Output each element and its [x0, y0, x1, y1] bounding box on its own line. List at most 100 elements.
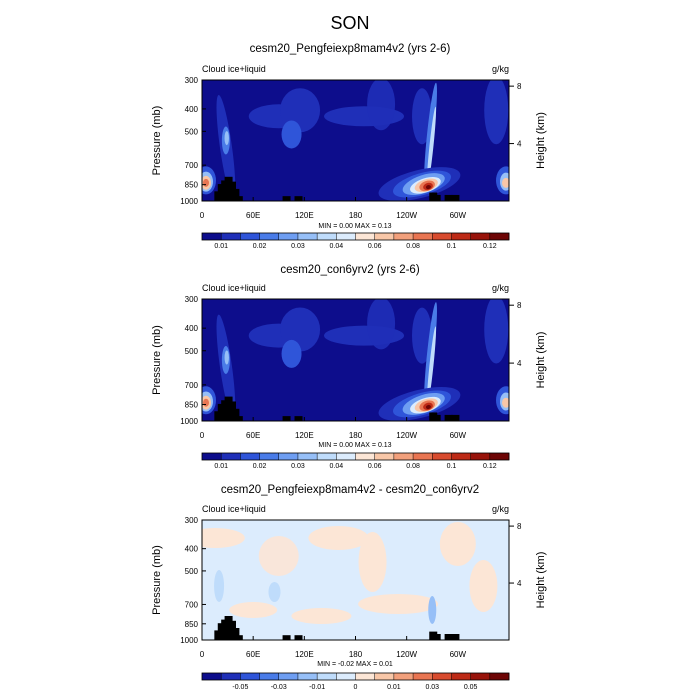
colorbar-swatch	[374, 673, 395, 680]
panel-title: cesm20_con6yrv2 (yrs 2-6)	[280, 264, 419, 276]
panel-2: cesm20_con6yrv2 (yrs 2-6) Cloud ice+liqui…	[151, 264, 547, 470]
x-tick-label: 60W	[450, 211, 467, 220]
colorbar-swatch	[278, 233, 299, 240]
colorbar-swatch	[489, 453, 510, 460]
colorbar-swatch	[470, 673, 491, 680]
y-right-tick-label: 4	[517, 359, 522, 368]
colorbar-swatch	[240, 233, 260, 240]
x-tick-label: 60E	[246, 431, 260, 440]
panel-3: cesm20_Pengfeiexp8mam4v2 - cesm20_con6yr…	[151, 484, 547, 691]
colorbar-swatch	[336, 453, 356, 460]
colorbar-swatch	[489, 233, 510, 240]
colorbar-swatch	[355, 673, 375, 680]
colorbar-label: 0.08	[406, 243, 420, 250]
min-max-stats: MIN = 0.00 MAX = 0.13	[318, 223, 391, 230]
y-tick-label: 400	[185, 105, 199, 114]
y-tick-label: 400	[185, 324, 199, 333]
colorbar-swatch	[393, 233, 414, 240]
field-shading	[202, 520, 509, 640]
colorbar-swatch	[413, 233, 433, 240]
colorbar-swatch	[297, 233, 318, 240]
panel-1: cesm20_Pengfeiexp8mam4v2 (yrs 2-6) Cloud …	[151, 43, 547, 250]
colorbar-swatch	[393, 673, 414, 680]
figure-title: SON	[330, 13, 369, 33]
y-axis-label: Pressure (mb)	[151, 106, 163, 176]
colorbar-swatch	[259, 233, 280, 240]
x-tick-label: 120W	[396, 431, 417, 440]
y-axis-label: Pressure (mb)	[151, 545, 163, 615]
y-right-tick-label: 8	[517, 301, 522, 310]
colorbar-swatch	[278, 453, 299, 460]
y-right-tick-label: 8	[517, 82, 522, 91]
units-label: g/kg	[492, 64, 509, 74]
y-axis-right-label: Height (km)	[535, 332, 547, 389]
y-tick-label: 700	[185, 600, 199, 609]
colorbar-swatch	[336, 233, 356, 240]
colorbar-swatch	[355, 453, 375, 460]
colorbar-swatch	[297, 453, 318, 460]
colorbar-label: 0.04	[330, 243, 344, 250]
colorbar-label: 0.03	[291, 243, 305, 250]
colorbar-label: -0.03	[271, 684, 287, 691]
colorbar-label: 0.06	[368, 243, 382, 250]
colorbar-label: 0.12	[483, 463, 497, 470]
x-tick-label: 120E	[295, 650, 314, 659]
colorbar-swatch	[259, 673, 280, 680]
colorbar-label: 0.06	[368, 463, 382, 470]
x-tick-label: 180	[349, 211, 363, 220]
panel-title: cesm20_Pengfeiexp8mam4v2 - cesm20_con6yr…	[221, 484, 479, 496]
y-tick-label: 400	[185, 545, 199, 554]
y-tick-label: 700	[185, 381, 199, 390]
x-tick-label: 0	[200, 431, 205, 440]
colorbar-swatch	[432, 453, 452, 460]
colorbar-label: 0.01	[214, 243, 228, 250]
x-tick-label: 0	[200, 650, 205, 659]
colorbar-label: 0.1	[447, 243, 457, 250]
colorbar-swatch	[221, 233, 241, 240]
colorbar-swatch	[202, 673, 222, 680]
units-label: g/kg	[492, 504, 509, 514]
x-tick-label: 0	[200, 211, 205, 220]
min-max-stats: MIN = 0.00 MAX = 0.13	[318, 442, 391, 449]
colorbar-swatch	[221, 453, 241, 460]
colorbar-swatch	[317, 453, 337, 460]
x-tick-label: 60E	[246, 650, 260, 659]
colorbar-swatch	[240, 453, 260, 460]
variable-label: Cloud ice+liquid	[202, 64, 266, 74]
colorbar-swatch	[202, 233, 222, 240]
y-tick-label: 1000	[180, 636, 198, 645]
colorbar-swatch	[451, 453, 471, 460]
colorbar-swatch	[317, 233, 337, 240]
y-tick-label: 300	[185, 295, 199, 304]
field-shading	[202, 299, 509, 421]
colorbar-swatch	[221, 673, 241, 680]
colorbar-swatch	[374, 453, 395, 460]
colorbar-label: 0.03	[291, 463, 305, 470]
colorbar-label: 0.1	[447, 463, 457, 470]
colorbar-label: 0.03	[425, 684, 439, 691]
colorbar-swatch	[317, 673, 337, 680]
colorbar-label: 0	[354, 684, 358, 691]
topography-mask	[214, 616, 460, 640]
y-tick-label: 700	[185, 161, 199, 170]
colorbar-label: 0.05	[464, 684, 478, 691]
x-tick-label: 120W	[396, 211, 417, 220]
colorbar-label: -0.05	[232, 684, 248, 691]
colorbar-label: 0.04	[330, 463, 344, 470]
colorbar-label: 0.01	[387, 684, 401, 691]
y-tick-label: 300	[185, 516, 199, 525]
colorbar-label: 0.02	[253, 243, 267, 250]
colorbar-swatch	[470, 453, 491, 460]
colorbar-swatch	[393, 453, 414, 460]
panel-title: cesm20_Pengfeiexp8mam4v2 (yrs 2-6)	[250, 43, 451, 55]
y-axis-right-label: Height (km)	[535, 112, 547, 169]
colorbar-swatch	[202, 453, 222, 460]
colorbar-swatch	[240, 673, 260, 680]
colorbar-swatch	[413, 453, 433, 460]
colorbar-swatch	[451, 233, 471, 240]
colorbar-swatch	[432, 673, 452, 680]
x-tick-label: 60W	[450, 431, 467, 440]
y-tick-label: 500	[185, 127, 199, 136]
colorbar-swatch	[451, 673, 471, 680]
